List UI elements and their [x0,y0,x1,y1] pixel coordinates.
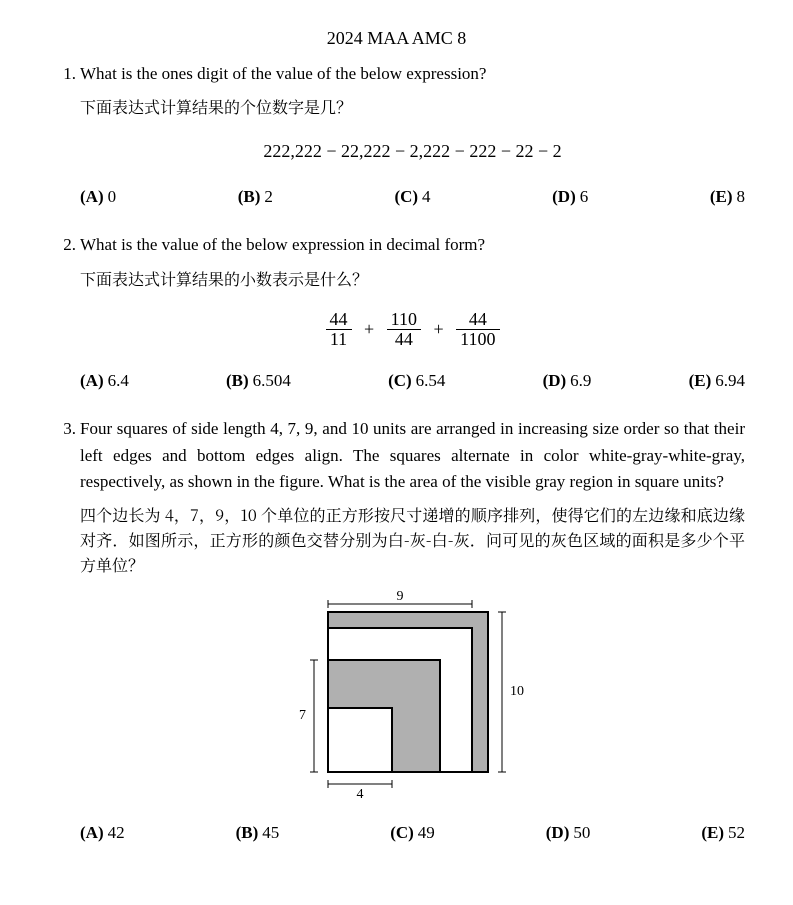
expression: 4411 + 11044 + 441100 [80,310,745,351]
choice-D: (D)6 [552,184,588,210]
exam-title: 2024 MAA AMC 8 [48,28,745,49]
problem-1: 1. What is the ones digit of the value o… [48,61,745,210]
choice-B: (B)2 [238,184,273,210]
problem-number: 1. [48,61,80,87]
plus-sign: + [360,319,378,339]
fraction: 4411 [326,310,352,351]
choice-E: (E)52 [701,820,745,846]
problem-text-en: What is the value of the below expressio… [80,232,745,258]
problem-text-zh: 四个边长为 4，7，9，10 个单位的正方形按尺寸递增的顺序排列，使得它们的左边… [80,503,745,577]
figure: 9 10 7 4 [80,588,745,806]
choice-A: (A)42 [80,820,125,846]
problem-number: 3. [48,416,80,442]
problem-2: 2. What is the value of the below expres… [48,232,745,394]
choices: (A)0 (B)2 (C)4 (D)6 (E)8 [80,184,745,210]
problem-text-en: Four squares of side length 4, 7, 9, and… [80,416,745,495]
squares-figure: 9 10 7 4 [294,588,532,798]
problem-3: 3. Four squares of side length 4, 7, 9, … [48,416,745,846]
fraction: 11044 [387,310,421,351]
choice-C: (C)4 [394,184,430,210]
problem-body: Four squares of side length 4, 7, 9, and… [80,416,745,846]
choices: (A)42 (B)45 (C)49 (D)50 (E)52 [80,820,745,846]
choice-D: (D)6.9 [543,368,592,394]
expression: 222,222 − 22,222 − 2,222 − 222 − 22 − 2 [80,138,745,166]
problem-text-zh: 下面表达式计算结果的个位数字是几？ [80,95,745,120]
svg-text:4: 4 [356,787,363,798]
choice-B: (B)6.504 [226,368,291,394]
svg-text:9: 9 [396,589,403,604]
exam-page: 2024 MAA AMC 8 1. What is the ones digit… [0,0,793,905]
choice-E: (E)8 [710,184,745,210]
problem-body: What is the ones digit of the value of t… [80,61,745,210]
problem-number: 2. [48,232,80,258]
problem-body: What is the value of the below expressio… [80,232,745,394]
choices: (A)6.4 (B)6.504 (C)6.54 (D)6.9 (E)6.94 [80,368,745,394]
choice-C: (C)49 [390,820,435,846]
problem-text-zh: 下面表达式计算结果的小数表示是什么？ [80,267,745,292]
fraction: 441100 [456,310,499,351]
choice-C: (C)6.54 [388,368,445,394]
choice-A: (A)6.4 [80,368,129,394]
choice-E: (E)6.94 [689,368,745,394]
choice-B: (B)45 [236,820,280,846]
svg-text:10: 10 [510,684,524,699]
choice-D: (D)50 [546,820,591,846]
problem-text-en: What is the ones digit of the value of t… [80,61,745,87]
plus-sign: + [430,319,448,339]
svg-text:7: 7 [299,708,306,723]
choice-A: (A)0 [80,184,116,210]
